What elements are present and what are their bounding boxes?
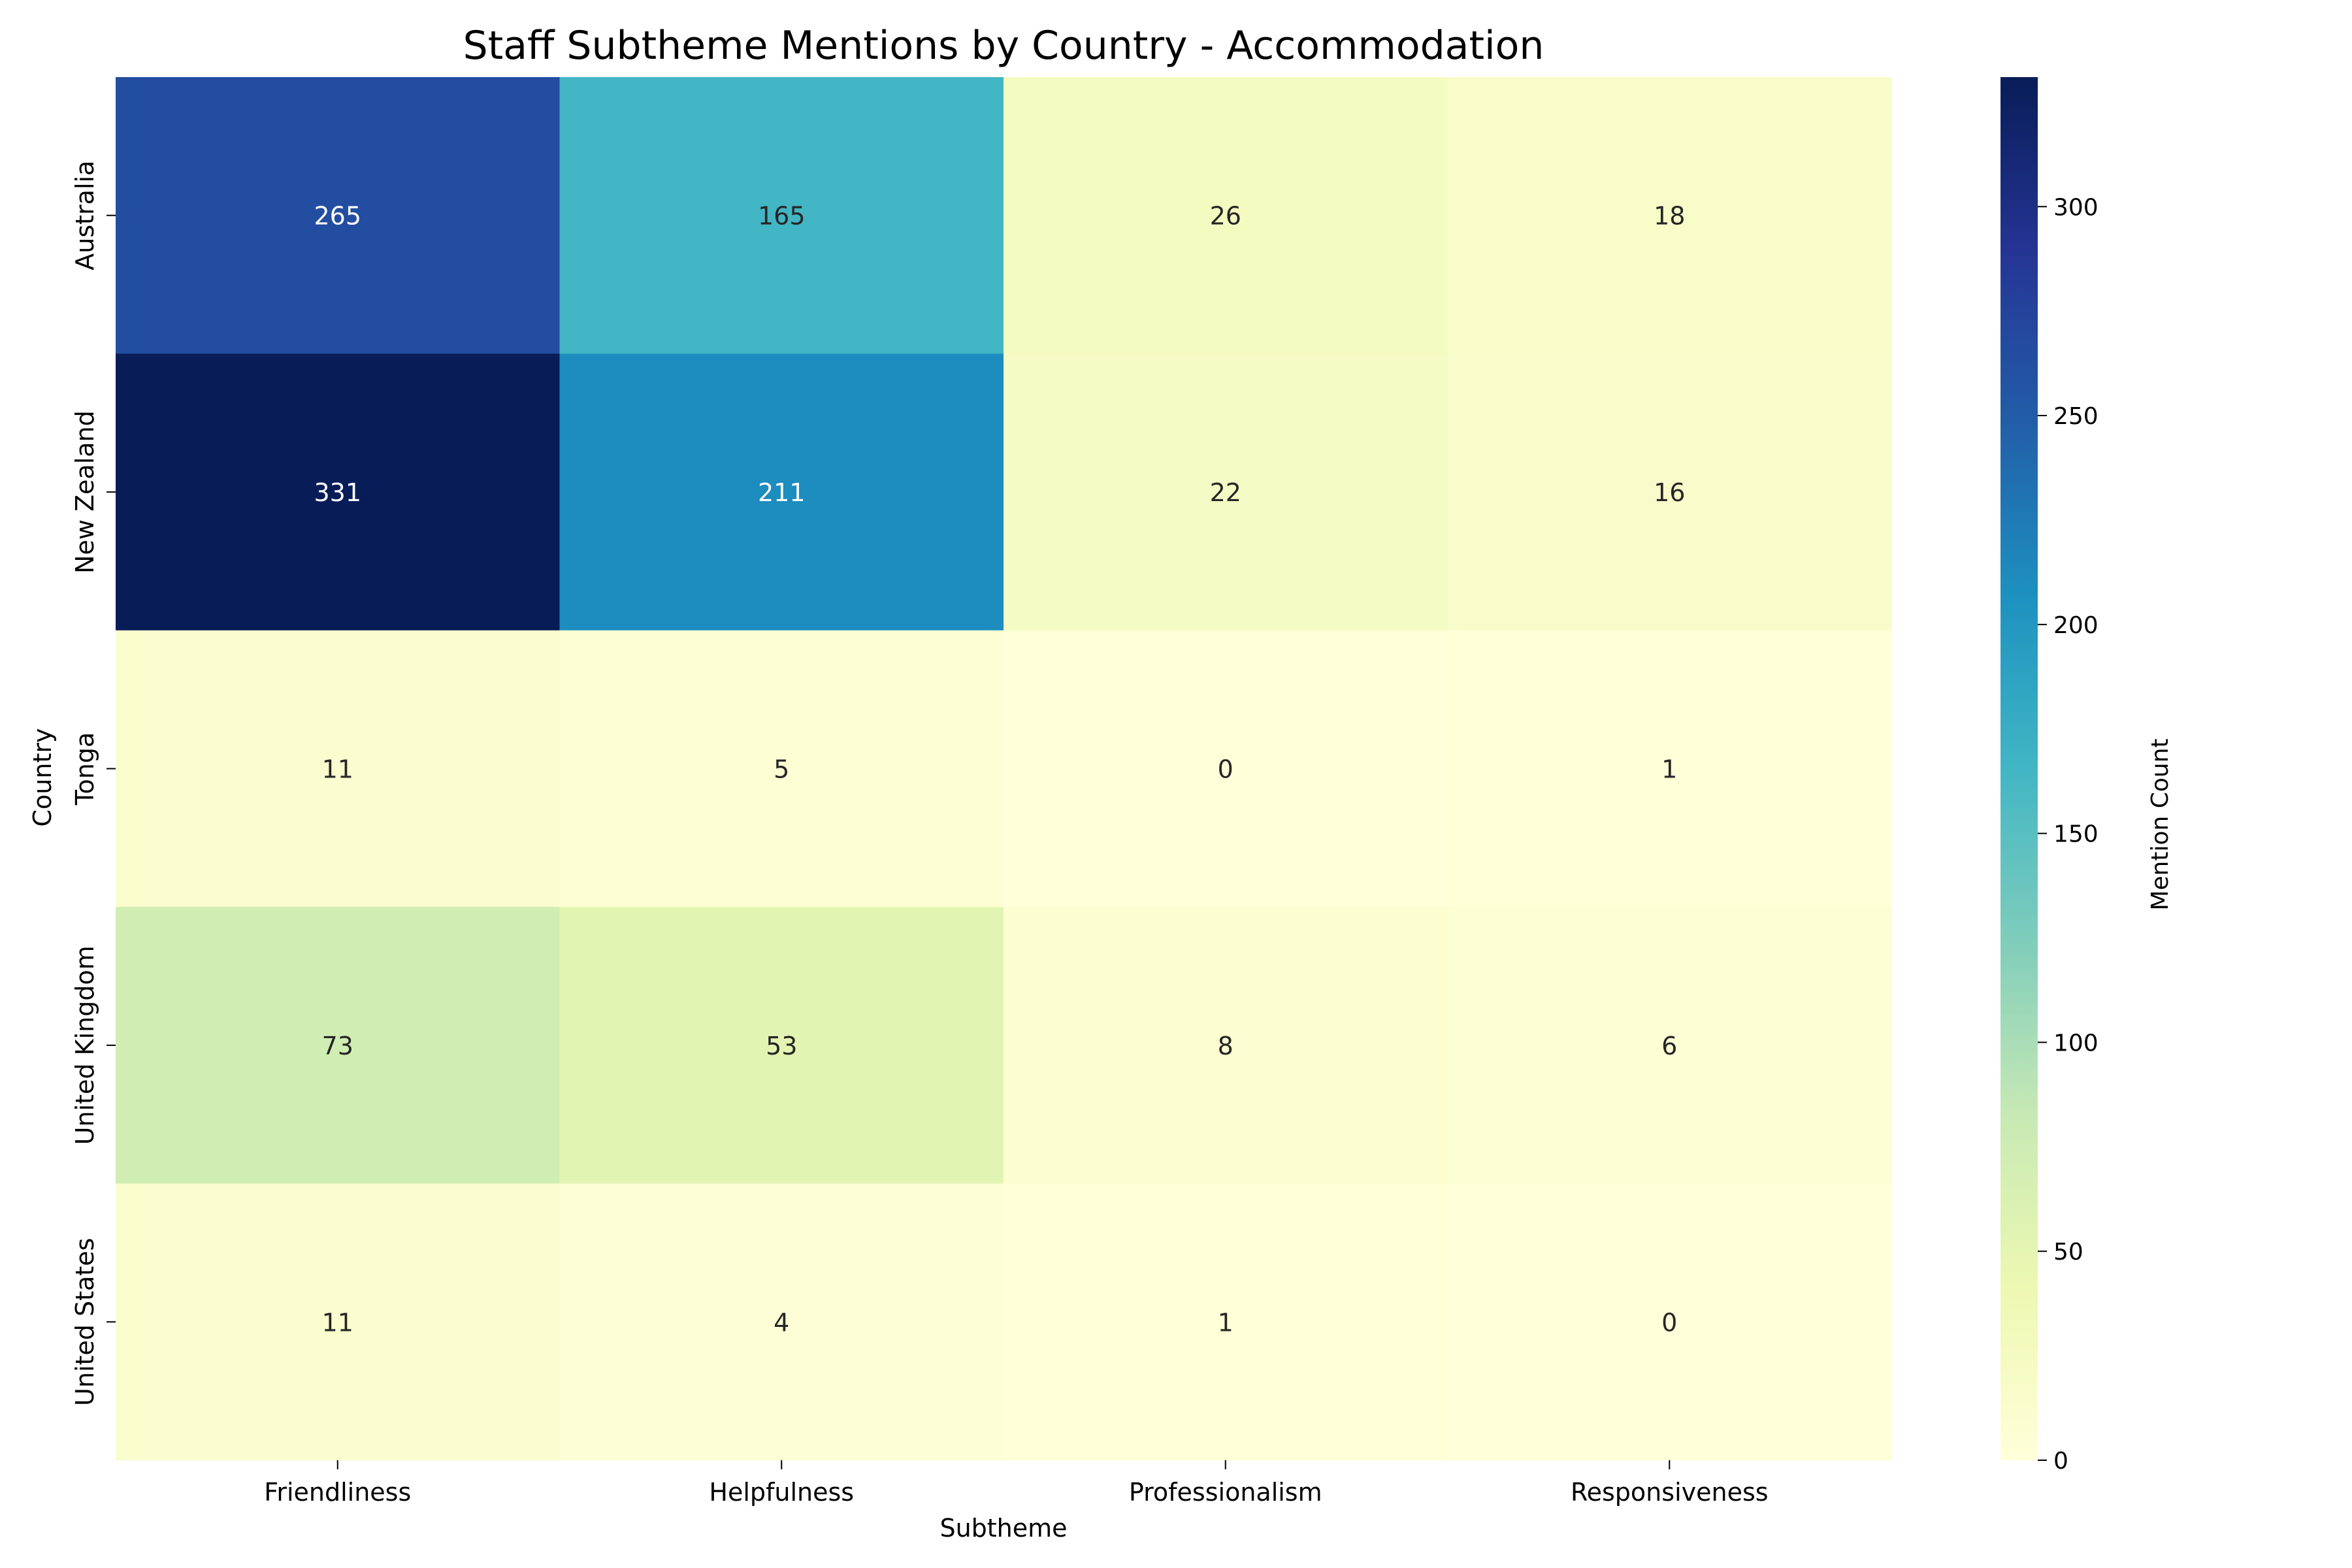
- cell-value-label: 8: [1218, 1032, 1233, 1060]
- colorbar-tick-label: 250: [2053, 403, 2099, 430]
- y-tick-label: United States: [71, 1238, 99, 1406]
- x-tick-label: Professionalism: [1129, 1478, 1322, 1507]
- cell-value-label: 0: [1661, 1308, 1677, 1337]
- heatmap-cell: [1447, 907, 1892, 1184]
- heatmap-cells: 265 165 26 18 331 211 22 16 11 5 0 1 73 53 8 6 11 4 1 0: [116, 77, 1892, 1461]
- cell-value-label: 265: [314, 202, 361, 231]
- cell-value-label: 4: [774, 1308, 789, 1337]
- x-tick-label: Responsiveness: [1571, 1478, 1769, 1507]
- cell-value-label: 6: [1661, 1032, 1677, 1060]
- y-tick-label: United Kingdom: [71, 945, 99, 1145]
- heatmap-cell: [116, 353, 560, 631]
- cell-value-label: 165: [758, 202, 806, 231]
- heatmap-cell: [116, 77, 560, 354]
- heatmap-cell: [559, 353, 1004, 631]
- heatmap-cell: [116, 1183, 560, 1461]
- colorbar-tick-label: 100: [2053, 1030, 2099, 1056]
- heatmap-cell: [559, 1183, 1004, 1461]
- colorbar-tick-label: 0: [2053, 1448, 2068, 1475]
- heatmap-cell: [559, 630, 1004, 907]
- cell-value-label: 26: [1210, 202, 1241, 231]
- heatmap-cell: [116, 907, 560, 1184]
- x-axis: Friendliness Helpfulness Professionalism Re…: [264, 1460, 1769, 1507]
- cell-value-label: 331: [314, 478, 361, 507]
- cell-value-label: 11: [322, 1308, 353, 1337]
- colorbar: 0 50 100 150 200 250 300: [2001, 77, 2099, 1475]
- cell-value-label: 73: [322, 1032, 353, 1060]
- colorbar-tick-label: 200: [2053, 612, 2099, 639]
- heatmap-cell: [1004, 77, 1448, 354]
- heatmap-cell: [1004, 907, 1448, 1184]
- y-axis-label: Country: [28, 728, 57, 827]
- cell-value-label: 211: [758, 478, 806, 507]
- cell-value-label: 11: [322, 755, 353, 784]
- heatmap-cell: [1447, 77, 1892, 354]
- y-tick-label: New Zealand: [71, 410, 99, 574]
- chart-title: Staff Subtheme Mentions by Country - Acc…: [463, 23, 1544, 69]
- colorbar-label: Mention Count: [2147, 738, 2174, 910]
- cell-value-label: 5: [774, 755, 789, 784]
- cell-value-label: 18: [1654, 202, 1685, 231]
- colorbar-tick-label: 50: [2053, 1239, 2083, 1266]
- colorbar-gradient: [2001, 77, 2038, 1460]
- heatmap-cell: [1447, 630, 1892, 907]
- heatmap-cell: [1447, 353, 1892, 631]
- y-tick-label: Australia: [71, 161, 99, 270]
- heatmap-cell: [1004, 353, 1448, 631]
- x-tick-label: Friendliness: [264, 1478, 411, 1507]
- heatmap-cell: [559, 77, 1004, 354]
- heatmap-cell: [1004, 1183, 1448, 1461]
- cell-value-label: 0: [1218, 755, 1233, 784]
- y-tick-label: Tonga: [71, 732, 99, 806]
- heatmap-cell: [116, 630, 560, 907]
- x-tick-label: Helpfulness: [709, 1478, 854, 1507]
- colorbar-tick-label: 150: [2053, 821, 2099, 848]
- x-axis-label: Subtheme: [939, 1514, 1067, 1543]
- colorbar-tick-label: 300: [2053, 194, 2099, 221]
- heatmap-cell: [1447, 1183, 1892, 1461]
- cell-value-label: 1: [1661, 755, 1677, 784]
- cell-value-label: 53: [766, 1032, 797, 1060]
- cell-value-label: 22: [1210, 478, 1241, 507]
- y-axis: Australia New Zealand Tonga United Kingdom U…: [71, 161, 116, 1406]
- cell-value-label: 16: [1654, 478, 1685, 507]
- heatmap-cell: [1004, 630, 1448, 907]
- cell-value-label: 1: [1218, 1308, 1233, 1337]
- heatmap-cell: [559, 907, 1004, 1184]
